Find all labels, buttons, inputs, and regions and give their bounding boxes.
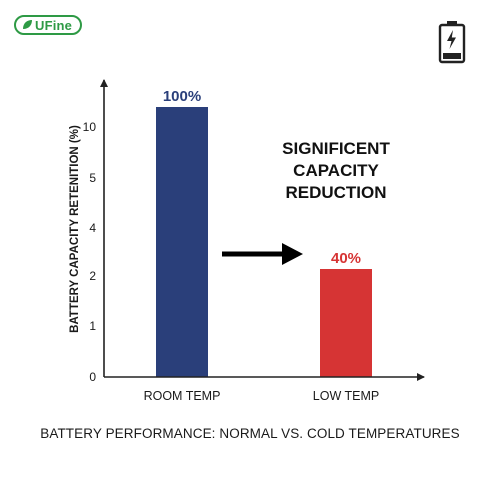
leaf-icon (23, 20, 32, 29)
annotation-line-1: SIGNIFICENT (282, 139, 390, 158)
y-axis-label-group: BATTERY CAPACITY RETENITION (%) (69, 125, 81, 333)
y-axis-ticks: 0 1 2 4 5 10 (83, 120, 97, 384)
logo-pill: UFine (14, 15, 83, 35)
logo-text: UFine (35, 17, 73, 33)
y-tick-label: 0 (89, 370, 96, 384)
x-axis-arrowhead (417, 373, 425, 381)
annotation-line-2: CAPACITY (293, 161, 379, 180)
bars (156, 107, 372, 377)
x-category-label: ROOM TEMP (144, 389, 221, 403)
bar (156, 107, 208, 377)
y-tick-label: 10 (83, 120, 97, 134)
data-label: 40% (331, 250, 361, 267)
y-axis-label: BATTERY CAPACITY RETENITION (%) (69, 125, 81, 333)
y-axis-arrowhead (100, 79, 108, 87)
x-category-label: LOW TEMP (313, 389, 379, 403)
annotation-line-3: REDUCTION (285, 183, 386, 202)
right-arrow-icon (222, 243, 303, 265)
y-tick-label: 2 (89, 269, 96, 283)
annotation: SIGNIFICENT CAPACITY REDUCTION (282, 139, 390, 202)
bar (320, 269, 372, 377)
y-tick-label: 4 (89, 221, 96, 235)
axes (100, 79, 425, 381)
data-label: 100% (163, 88, 201, 105)
data-labels: 100% 40% (163, 88, 361, 267)
y-tick-label: 5 (89, 171, 96, 185)
y-tick-label: 1 (89, 319, 96, 333)
battery-charging-icon (438, 21, 466, 64)
category-labels: ROOM TEMP LOW TEMP (144, 389, 380, 403)
brand-logo: UFine (14, 14, 83, 36)
chart-title: BATTERY PERFORMANCE: NORMAL VS. COLD TEM… (40, 426, 460, 441)
